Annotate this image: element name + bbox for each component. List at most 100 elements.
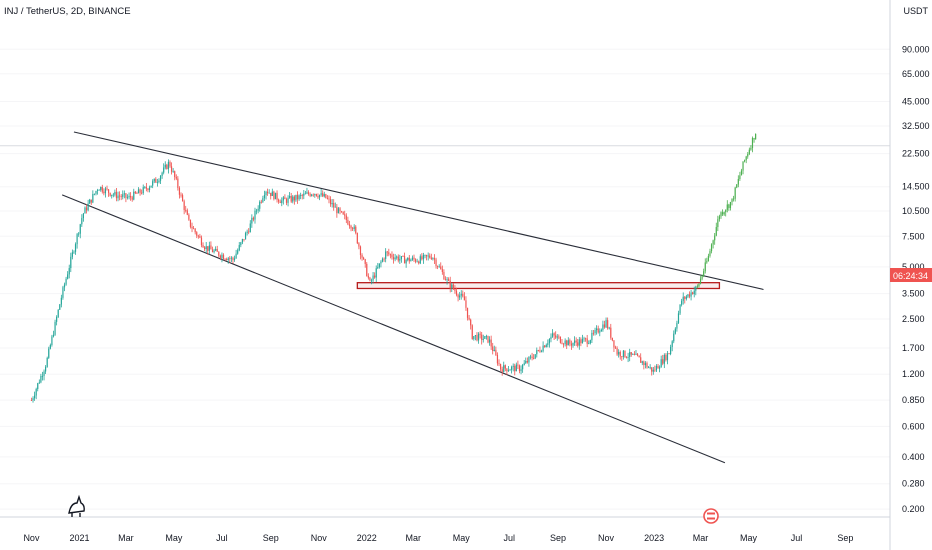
candle-body xyxy=(268,192,270,194)
time-axis[interactable]: Nov 2021 Mar May Jul Sep Nov 2022 Mar May Jul Sep No… xyxy=(23,533,853,543)
candle-body xyxy=(544,345,546,348)
candle-body xyxy=(717,219,719,228)
candle-body xyxy=(278,199,280,202)
candle-body xyxy=(614,347,617,349)
candle-body xyxy=(331,202,333,205)
candle-body xyxy=(413,257,415,260)
candle-body xyxy=(183,201,185,210)
candle-body xyxy=(742,161,744,171)
candle-body xyxy=(435,259,437,267)
candle-body xyxy=(621,356,623,358)
candle-body xyxy=(74,244,77,252)
time-tick-label: Sep xyxy=(263,533,279,543)
candle-body xyxy=(739,175,741,180)
countdown-tag: 06:24:34 xyxy=(890,268,932,282)
price-tag-label: 06:24:34 xyxy=(893,271,928,281)
candle-body xyxy=(416,261,418,263)
candle-body xyxy=(455,290,458,295)
candle-body xyxy=(281,200,283,203)
price-axis[interactable]: 90.000 65.000 45.000 32.500 22.500 14.500 10.5… xyxy=(902,44,930,514)
candle-body xyxy=(120,196,122,198)
candle-body xyxy=(410,259,412,262)
candle-body xyxy=(134,191,136,194)
candle-body xyxy=(290,195,292,202)
candle-body xyxy=(216,248,218,252)
price-tick-label: 0.280 xyxy=(902,479,925,489)
candle-body xyxy=(427,255,429,257)
price-tick-label: 32.500 xyxy=(902,121,930,131)
candle-body xyxy=(640,357,642,363)
candle-body xyxy=(92,194,94,203)
candle-body xyxy=(109,192,111,196)
candle-body xyxy=(344,214,346,216)
candle-body xyxy=(460,293,462,296)
candle-body xyxy=(284,197,286,200)
candle-body xyxy=(307,192,310,195)
candle-body xyxy=(408,257,410,262)
candle-body xyxy=(633,354,636,355)
price-tick-label: 5.000 xyxy=(902,262,925,272)
candle-body xyxy=(618,351,620,355)
candle-body xyxy=(488,339,491,343)
candle-body xyxy=(81,218,83,225)
candle-body xyxy=(463,296,465,301)
candle-body xyxy=(540,351,543,353)
candle-body xyxy=(254,210,256,220)
candle-body xyxy=(119,195,121,197)
candle-body xyxy=(537,350,539,351)
candle-body xyxy=(271,191,273,197)
price-tick-label: 1.200 xyxy=(902,369,925,379)
candle-body xyxy=(496,354,499,364)
candle-body xyxy=(334,206,336,208)
candle-body xyxy=(188,214,190,220)
candle-body xyxy=(599,331,601,333)
candle-body xyxy=(155,178,157,183)
tradingview-logo-icon[interactable] xyxy=(68,494,85,517)
candle-body xyxy=(103,191,105,194)
candle-body xyxy=(551,333,554,337)
candle-body xyxy=(657,365,659,369)
candle-body xyxy=(433,258,436,260)
candle-body xyxy=(632,354,634,355)
candle-body xyxy=(202,245,204,248)
candle-body xyxy=(370,280,373,282)
candle-body xyxy=(459,295,461,298)
candle-body xyxy=(474,335,477,337)
candle-body xyxy=(122,194,124,197)
candle-body xyxy=(200,237,203,246)
candle-body xyxy=(737,179,739,185)
time-tick-label: 2021 xyxy=(69,533,89,543)
candle-body xyxy=(624,350,626,357)
candle-body xyxy=(115,191,118,199)
candle-body xyxy=(241,239,244,243)
candle-body xyxy=(559,336,562,343)
candle-body xyxy=(581,338,584,344)
candle-body xyxy=(49,345,51,349)
event-flag-icon[interactable] xyxy=(703,508,719,524)
candle-body xyxy=(438,266,440,268)
candle-body xyxy=(627,356,629,358)
candle-body xyxy=(477,333,480,341)
candle-body xyxy=(33,395,36,399)
candle-body xyxy=(166,164,168,170)
price-tick-label: 45.000 xyxy=(902,96,930,106)
candle-body xyxy=(197,235,199,237)
candle-body xyxy=(337,208,340,214)
candle-body xyxy=(589,340,591,344)
candle-body xyxy=(244,233,247,240)
candle-body xyxy=(174,171,176,178)
candle-body xyxy=(548,339,550,344)
candle-body xyxy=(211,249,214,253)
candle-body xyxy=(400,256,403,259)
candle-body xyxy=(696,286,698,288)
candle-body xyxy=(585,338,587,340)
candle-body xyxy=(369,277,371,281)
candle-body xyxy=(185,209,187,211)
candle-body xyxy=(580,339,582,344)
candle-body xyxy=(163,167,165,173)
candle-body xyxy=(84,207,86,214)
candle-body xyxy=(339,208,341,212)
resistance-zone[interactable] xyxy=(356,282,721,290)
candle-body xyxy=(186,210,188,215)
